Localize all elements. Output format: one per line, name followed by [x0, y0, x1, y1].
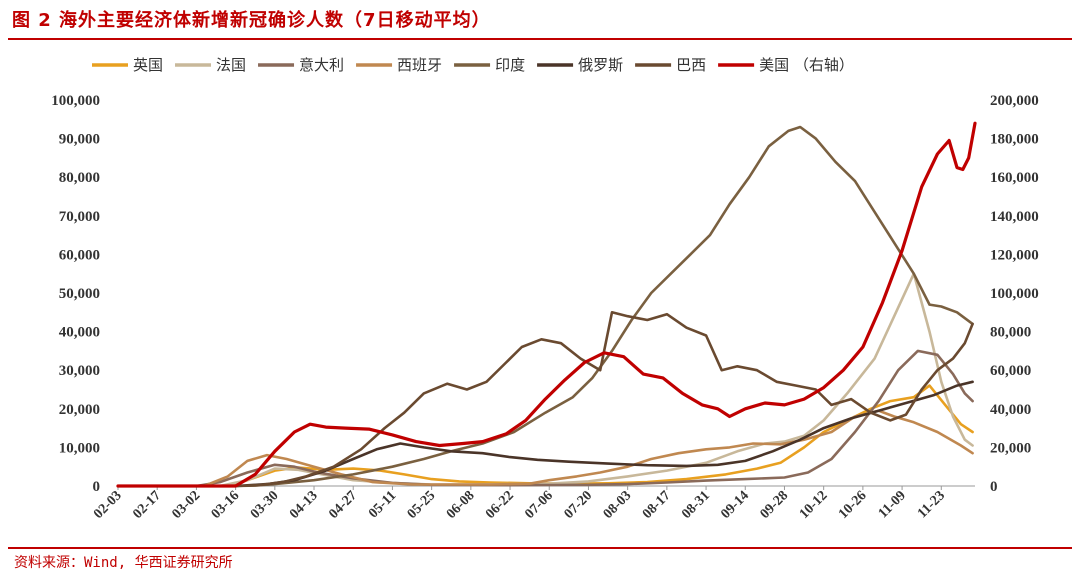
- y-tick-label: 90,000: [59, 132, 100, 148]
- plot-area: [116, 121, 977, 488]
- y-tick-label: 10,000: [59, 440, 100, 456]
- line-chart: 英国 法国 意大利 西班牙 印度 俄罗斯 巴西 美国 （右轴） 0 10,000 20,000 30…: [51, 56, 1039, 522]
- axes: 0 10,000 20,000 30,000 40,000 50,000 60,000 70,…: [51, 93, 1039, 522]
- y-tick-label: 60,000: [59, 247, 100, 263]
- y2-tick-label: 180,000: [990, 132, 1039, 148]
- y-tick-label: 50,000: [59, 286, 100, 302]
- title-rule: [8, 38, 1072, 40]
- y2-tick-label: 120,000: [990, 247, 1039, 263]
- x-tick-label: 11-09: [876, 488, 909, 521]
- y2-tick-label: 60,000: [990, 363, 1031, 379]
- y-tick-label: 70,000: [59, 209, 100, 225]
- x-tick-label: 04-13: [287, 488, 321, 522]
- series-line-美国右轴: [116, 121, 977, 488]
- x-tick-label: 05-11: [366, 488, 399, 521]
- y2-tick-label: 40,000: [990, 402, 1031, 418]
- y2-tick-label: 140,000: [990, 209, 1039, 225]
- y-tick-label: 20,000: [59, 402, 100, 418]
- legend-label: 法国: [216, 56, 246, 74]
- x-tick-label: 05-25: [405, 488, 439, 522]
- x-tick-label: 03-30: [248, 488, 282, 522]
- x-tick-label: 03-02: [170, 488, 204, 522]
- legend-label: 俄罗斯: [578, 56, 623, 74]
- x-tick-label: 07-06: [522, 488, 556, 522]
- x-tick-label: 09-14: [718, 488, 752, 522]
- x-tick-label: 08-03: [601, 488, 635, 522]
- y2-tick-label: 200,000: [990, 93, 1039, 109]
- x-tick-label: 02-17: [130, 488, 164, 522]
- y2-tick-label: 160,000: [990, 170, 1039, 186]
- y-tick-label: 80,000: [59, 170, 100, 186]
- x-tick-label: 11-23: [915, 488, 948, 521]
- series-line-法国: [116, 272, 974, 488]
- x-tick-label: 04-27: [326, 488, 360, 522]
- legend-label: 西班牙: [397, 56, 442, 74]
- x-tick-label: 03-16: [209, 488, 243, 522]
- series-line-印度: [116, 125, 974, 488]
- source-rule: [8, 547, 1072, 549]
- x-tick-label: 06-22: [483, 488, 517, 522]
- x-tick-label: 08-31: [679, 488, 713, 522]
- x-tick-label: 10-12: [797, 488, 831, 522]
- legend: 英国 法国 意大利 西班牙 印度 俄罗斯 巴西 美国 （右轴）: [92, 56, 854, 74]
- legend-label: 印度: [495, 56, 525, 74]
- y2-tick-label: 100,000: [990, 286, 1039, 302]
- x-tick-label: 07-20: [562, 488, 596, 522]
- series-line-巴西: [116, 310, 974, 488]
- x-tick-label: 09-28: [758, 488, 792, 522]
- y2-tick-label: 0: [990, 479, 998, 495]
- figure-title: 图 2 海外主要经济体新增新冠确诊人数（7日移动平均）: [12, 10, 491, 31]
- y-tick-label: 100,000: [51, 93, 100, 109]
- y2-tick-label: 80,000: [990, 325, 1031, 341]
- y-tick-label: 40,000: [59, 325, 100, 341]
- legend-label: 英国: [133, 56, 163, 74]
- series-line-意大利: [116, 349, 974, 488]
- y-tick-label: 30,000: [59, 363, 100, 379]
- y-tick-label: 0: [93, 479, 101, 495]
- x-tick-label: 08-17: [640, 488, 674, 522]
- x-tick-label: 06-08: [444, 488, 478, 522]
- legend-label: 意大利: [299, 56, 344, 74]
- legend-label: 美国 （右轴）: [759, 56, 854, 74]
- series-line-俄罗斯: [116, 380, 974, 488]
- legend-label: 巴西: [676, 56, 706, 74]
- y2-tick-label: 20,000: [990, 440, 1031, 456]
- x-tick-label: 10-26: [836, 488, 870, 522]
- source-note: 资料来源：Wind, 华西证券研究所: [14, 555, 233, 571]
